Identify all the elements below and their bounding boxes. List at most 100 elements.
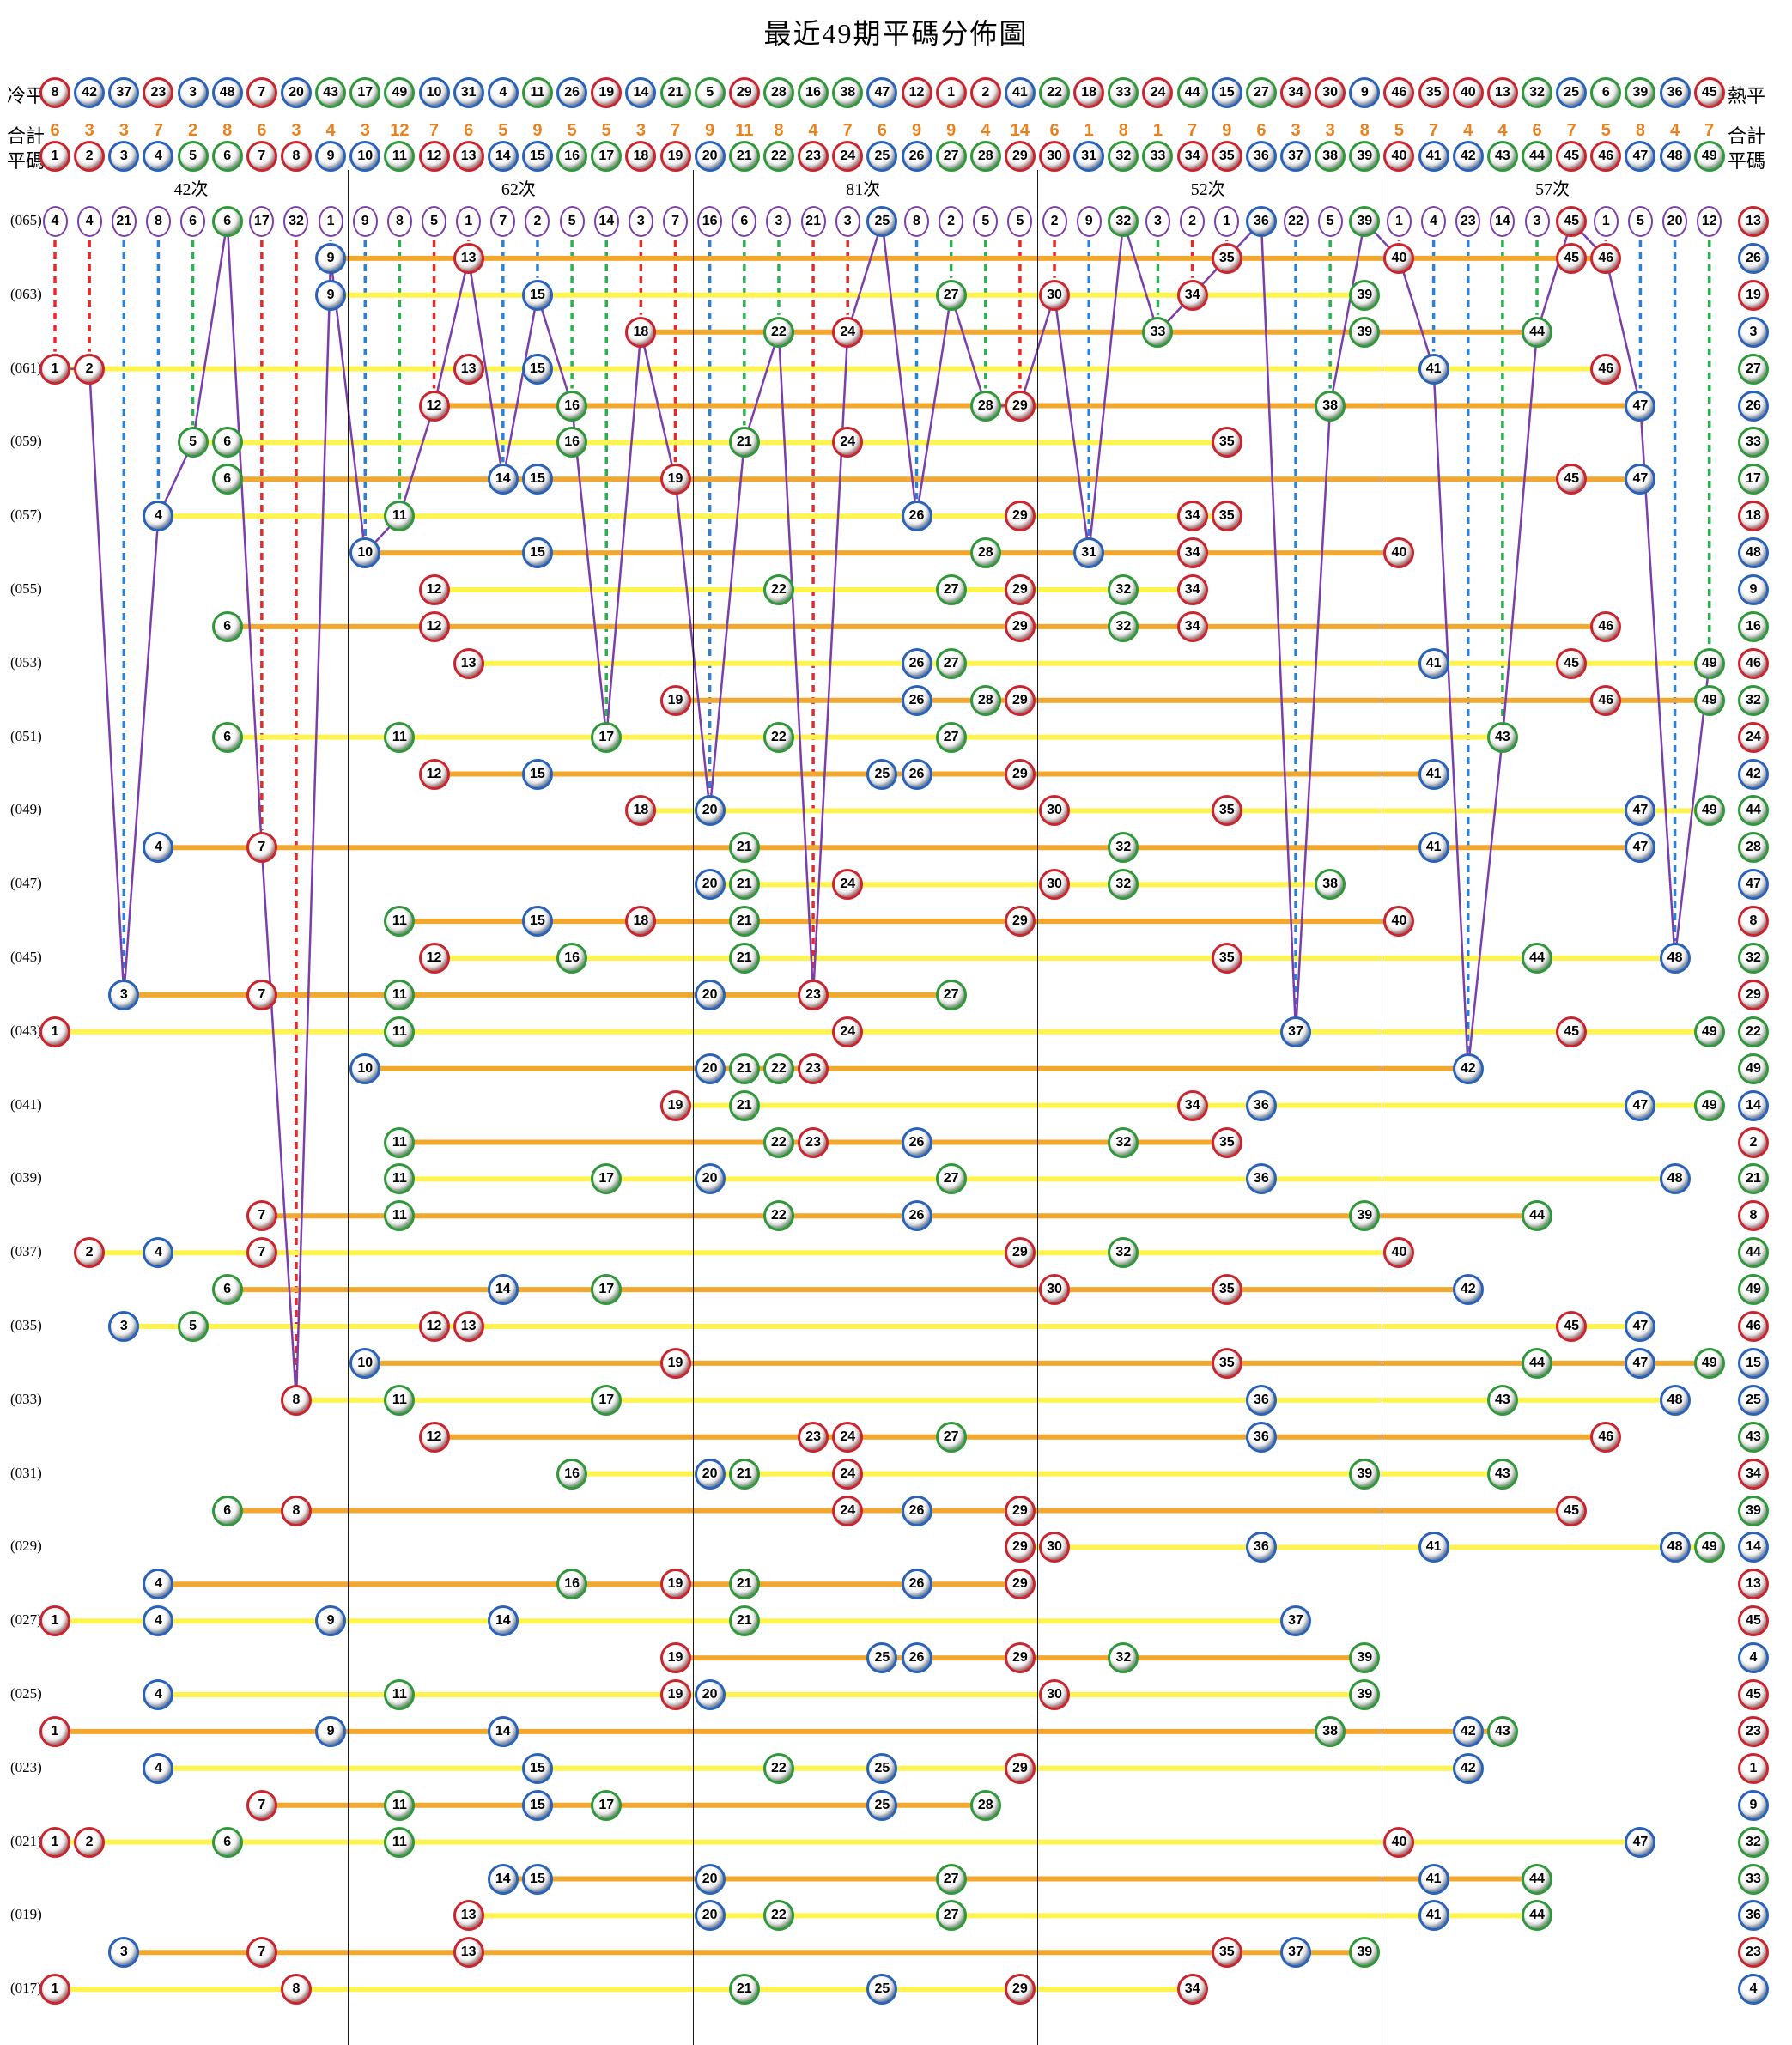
base-number-ball: 46 — [1590, 141, 1622, 172]
total-count: 8 — [1635, 121, 1645, 140]
drawn-ball: 25 — [866, 1752, 898, 1784]
base-number-ball: 32 — [1108, 141, 1139, 172]
drawn-ball: 6 — [211, 610, 243, 642]
drawn-ball: 40 — [1383, 537, 1415, 569]
drawn-ball: 35 — [1211, 1937, 1242, 1969]
drawn-ball: 35 — [1211, 795, 1242, 827]
miss-count-circle: 2 — [525, 206, 550, 237]
total-count: 3 — [84, 121, 94, 140]
drawn-ball: 4 — [143, 832, 174, 864]
chart-title: 最近49期平碼分佈圖 — [763, 18, 1029, 49]
base-number-ball: 12 — [418, 141, 450, 172]
base-number-ball: 36 — [1245, 141, 1277, 172]
right-column-ball: 13 — [1738, 206, 1769, 237]
drawn-ball: 24 — [832, 869, 864, 901]
base-number-ball: 27 — [935, 141, 967, 172]
drawn-ball: 7 — [246, 1937, 277, 1969]
drawn-ball: 35 — [1211, 427, 1242, 458]
cold-order-ball: 41 — [1004, 77, 1036, 108]
drawn-ball: 12 — [418, 943, 450, 974]
drawn-ball: 34 — [1176, 501, 1208, 532]
drawn-ball: 44 — [1522, 1347, 1553, 1379]
drawn-ball: 21 — [728, 1569, 760, 1600]
base-number-ball: 17 — [591, 141, 623, 172]
total-count: 5 — [1394, 121, 1405, 140]
miss-count-circle: 5 — [973, 206, 999, 237]
cold-order-ball: 7 — [246, 77, 277, 108]
drawn-ball: 34 — [1176, 610, 1208, 642]
drawn-ball: 38 — [1315, 390, 1346, 422]
cold-order-ball: 33 — [1108, 77, 1139, 108]
miss-count-circle: 23 — [1455, 206, 1481, 237]
drawn-ball: 22 — [762, 1126, 794, 1158]
period-label: (045) — [10, 949, 42, 965]
drawn-ball: 21 — [728, 906, 760, 938]
section-label: 42次 — [173, 180, 209, 199]
drawn-ball: 39 — [1349, 1458, 1381, 1490]
drawn-ball: 18 — [625, 316, 657, 348]
section-label: 57次 — [1535, 180, 1570, 199]
right-column-ball: 19 — [1738, 279, 1769, 311]
drawn-ball: 14 — [487, 464, 519, 495]
drawn-ball: 23 — [798, 979, 829, 1010]
drawn-ball: 4 — [143, 1605, 174, 1637]
drawn-ball: 12 — [418, 1421, 450, 1453]
right-column-ball: 17 — [1738, 464, 1769, 495]
drawn-ball: 40 — [1383, 1237, 1415, 1269]
base-number-ball: 15 — [521, 141, 553, 172]
drawn-ball: 41 — [1418, 1863, 1449, 1895]
drawn-ball: 6 — [211, 1274, 243, 1306]
drawn-ball: 37 — [1280, 1605, 1312, 1637]
miss-count-circle: 1 — [1593, 206, 1619, 237]
drawn-ball: 12 — [418, 610, 450, 642]
drawn-ball: 25 — [866, 1974, 898, 2006]
base-number-ball: 7 — [246, 141, 277, 172]
drawn-ball: 43 — [1486, 1715, 1518, 1747]
drawn-ball: 47 — [1625, 1311, 1656, 1342]
total-count: 3 — [118, 121, 129, 140]
drawn-ball: 45 — [1556, 206, 1588, 237]
total-count: 4 — [1670, 121, 1680, 140]
total-count: 9 — [911, 121, 922, 140]
right-column-ball: 14 — [1738, 1089, 1769, 1121]
drawn-ball: 34 — [1176, 574, 1208, 605]
right-column-ball: 32 — [1738, 943, 1769, 974]
base-number-ball: 10 — [349, 141, 381, 172]
drawn-ball: 45 — [1556, 464, 1588, 495]
miss-count-circle: 5 — [1007, 206, 1033, 237]
base-number-ball: 1 — [39, 141, 70, 172]
drawn-ball: 39 — [1349, 1937, 1381, 1969]
period-label: (037) — [10, 1243, 42, 1260]
base-number-ball: 3 — [108, 141, 140, 172]
total-count: 12 — [390, 121, 410, 140]
section-label: 52次 — [1190, 180, 1225, 199]
drawn-ball: 23 — [798, 1053, 829, 1084]
drawn-ball: 43 — [1486, 1458, 1518, 1490]
cold-order-ball: 18 — [1073, 77, 1105, 108]
drawn-ball: 21 — [728, 869, 760, 901]
drawn-ball: 32 — [1108, 1642, 1139, 1674]
right-column-ball: 24 — [1738, 721, 1769, 753]
drawn-ball: 32 — [1108, 206, 1139, 237]
drawn-ball: 30 — [1039, 795, 1071, 827]
drawn-ball: 16 — [556, 1569, 588, 1600]
drawn-ball: 24 — [832, 427, 864, 458]
drawn-ball: 37 — [1280, 1937, 1312, 1969]
drawn-ball: 29 — [1004, 758, 1036, 790]
cold-order-ball: 6 — [1590, 77, 1622, 108]
drawn-ball: 25 — [866, 1789, 898, 1821]
cold-flat-label-left: 冷平 — [7, 85, 46, 106]
base-number-ball: 31 — [1073, 141, 1105, 172]
drawn-ball: 11 — [384, 979, 416, 1010]
drawn-ball: 44 — [1522, 1900, 1553, 1932]
drawn-ball: 6 — [211, 721, 243, 753]
drawn-ball: 20 — [694, 795, 726, 827]
right-column-ball: 4 — [1738, 1642, 1769, 1674]
drawn-ball: 11 — [384, 501, 416, 532]
period-label: (027) — [10, 1611, 42, 1629]
drawn-ball: 26 — [901, 501, 932, 532]
total-count: 7 — [670, 121, 681, 140]
period-label: (029) — [10, 1538, 42, 1555]
drawn-ball: 4 — [143, 1679, 174, 1710]
drawn-ball: 44 — [1522, 943, 1553, 974]
